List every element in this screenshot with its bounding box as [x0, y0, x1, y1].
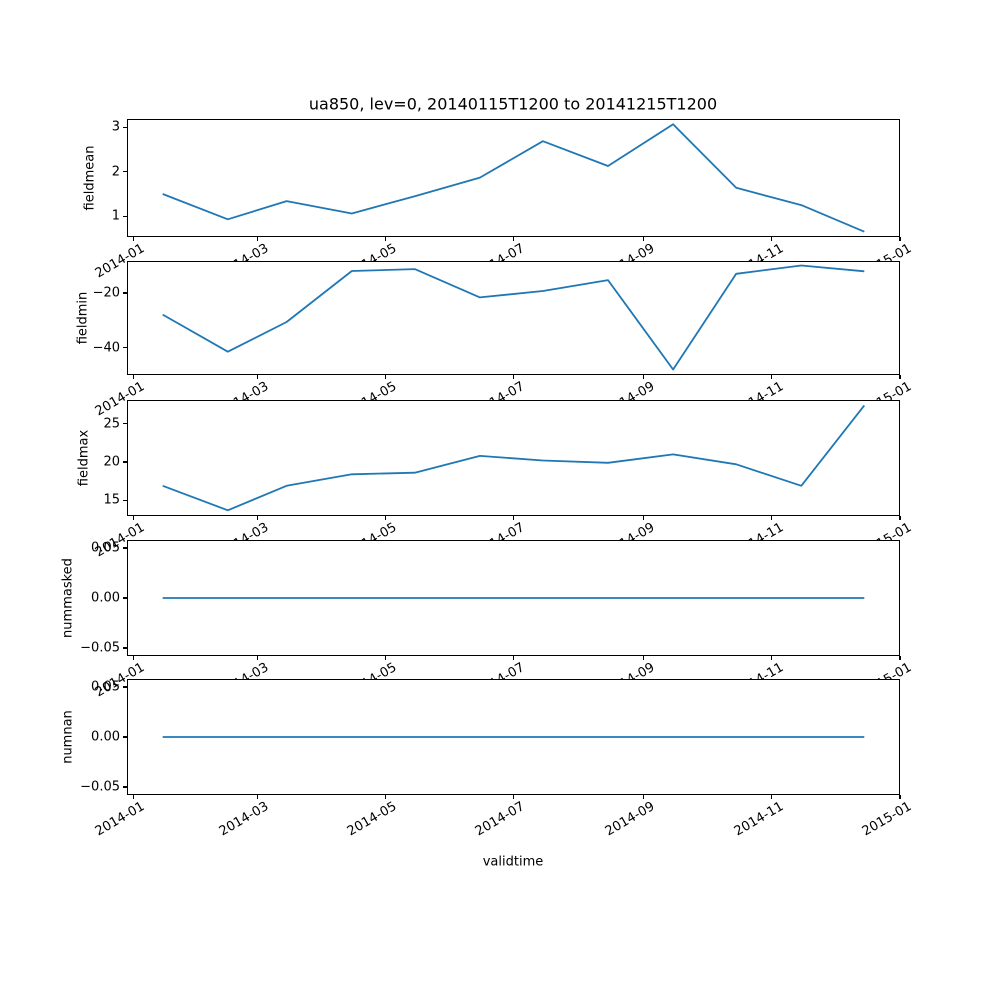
y-tick-label: 0.05 — [91, 540, 120, 556]
x-tick-mark — [384, 237, 386, 241]
y-axis-label-fieldmax: fieldmax — [76, 429, 92, 487]
x-tick-mark — [132, 516, 134, 520]
y-axis-label-nummasked: nummasked — [60, 558, 76, 638]
x-tick-mark — [643, 237, 645, 241]
series-plot-fieldmin — [162, 264, 865, 371]
axes-box-fieldmax — [127, 400, 900, 516]
x-tick-mark — [771, 375, 773, 379]
x-tick-mark — [643, 375, 645, 379]
x-axis-label: validtime — [482, 854, 544, 870]
y-tick-mark — [123, 347, 127, 349]
x-tick-mark — [899, 656, 901, 660]
x-tick-mark — [132, 656, 134, 660]
y-tick-label: 0.00 — [91, 729, 120, 745]
x-tick-label: 2014-07 — [472, 799, 528, 840]
y-tick-mark — [123, 171, 127, 173]
series-line-fieldmin — [162, 264, 865, 371]
x-tick-mark — [384, 656, 386, 660]
x-tick-mark — [899, 516, 901, 520]
x-tick-label: 2014-09 — [603, 799, 658, 840]
y-tick-mark — [123, 786, 127, 788]
x-tick-mark — [512, 375, 515, 379]
y-tick-label: −20 — [92, 285, 120, 301]
y-tick-label: 0.00 — [91, 590, 120, 606]
x-tick-mark — [771, 516, 773, 520]
x-tick-mark — [256, 516, 258, 520]
y-tick-label: −40 — [92, 340, 120, 356]
y-tick-mark — [123, 547, 127, 549]
x-tick-mark — [256, 237, 258, 241]
y-tick-mark — [123, 499, 127, 501]
x-tick-mark — [512, 237, 515, 241]
x-tick-mark — [384, 516, 386, 520]
x-tick-mark — [256, 656, 258, 660]
series-plot-numnan — [162, 736, 865, 738]
y-axis-label-fieldmin: fieldmin — [75, 291, 91, 345]
x-tick-mark — [384, 375, 386, 379]
x-tick-label: 2014-11 — [731, 799, 786, 840]
x-tick-mark — [899, 795, 901, 799]
x-tick-mark — [132, 237, 134, 241]
y-tick-label: 0.05 — [91, 679, 120, 695]
series-line-fieldmean — [162, 123, 865, 233]
y-axis-label-numnan: numnan — [60, 710, 76, 764]
x-tick-mark — [512, 656, 515, 660]
y-tick-mark — [123, 686, 127, 688]
x-tick-mark — [132, 375, 134, 379]
x-tick-mark — [899, 237, 901, 241]
x-tick-label: 2014-03 — [216, 799, 272, 840]
x-tick-label: 2014-05 — [344, 799, 400, 840]
x-tick-label: 2015-01 — [859, 799, 914, 840]
y-tick-mark — [123, 126, 127, 129]
series-plot-fieldmean — [162, 123, 865, 233]
y-tick-label: 25 — [103, 416, 120, 432]
series-line-fieldmax — [162, 404, 866, 512]
y-axis-label-fieldmean: fieldmean — [82, 145, 98, 211]
x-tick-mark — [384, 795, 386, 799]
axes-box-fieldmin — [127, 261, 900, 375]
y-tick-label: 20 — [103, 454, 120, 470]
x-tick-mark — [771, 656, 773, 660]
x-tick-mark — [643, 656, 645, 660]
x-tick-mark — [899, 375, 901, 379]
chart-title: ua850, lev=0, 20140115T1200 to 20141215T… — [308, 94, 718, 114]
y-tick-mark — [123, 292, 127, 294]
x-tick-mark — [512, 516, 515, 520]
axes-box-nummasked — [127, 540, 900, 656]
y-tick-mark — [123, 647, 127, 649]
x-tick-mark — [256, 375, 258, 379]
series-plot-fieldmax — [162, 404, 866, 512]
axes-box-numnan — [127, 679, 900, 795]
x-tick-mark — [132, 795, 134, 799]
x-tick-label: 2014-01 — [92, 799, 148, 840]
x-tick-mark — [643, 516, 645, 520]
y-tick-label: 1 — [111, 208, 120, 224]
y-tick-mark — [123, 736, 127, 738]
y-tick-mark — [123, 597, 127, 599]
series-plot-nummasked — [162, 597, 865, 599]
y-tick-label: 2 — [111, 164, 120, 180]
x-tick-mark — [643, 795, 645, 799]
x-tick-mark — [771, 237, 773, 241]
y-tick-label: 3 — [111, 119, 120, 135]
y-tick-label: −0.05 — [80, 640, 120, 656]
axes-box-fieldmean — [127, 119, 900, 237]
y-tick-mark — [123, 423, 127, 425]
x-tick-mark — [512, 795, 515, 799]
x-tick-mark — [256, 795, 258, 799]
y-tick-label: −0.05 — [80, 779, 120, 795]
y-tick-mark — [123, 215, 127, 217]
y-tick-label: 15 — [103, 492, 120, 508]
y-tick-mark — [123, 461, 127, 463]
x-tick-mark — [771, 795, 773, 799]
